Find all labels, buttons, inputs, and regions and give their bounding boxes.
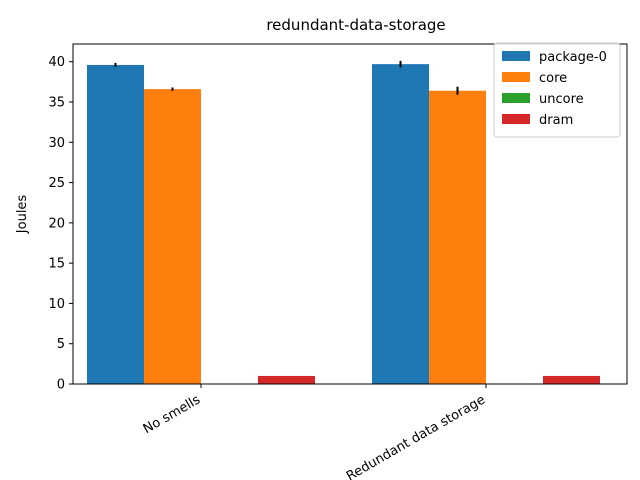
y-tick-label: 10 [48,297,65,312]
legend-swatch-core [502,72,530,82]
x-axis: No smells Redundant data storage [141,384,488,480]
y-tick-label: 5 [57,337,65,352]
y-tick-label: 15 [48,257,65,272]
bar-core-0 [144,89,201,385]
bars-layer [87,64,600,385]
chart-title: redundant-data-storage [266,16,445,34]
plot-frame [72,43,628,385]
errorbars-layer [114,60,459,95]
legend-label-package-0: package-0 [539,50,607,65]
legend-label-uncore: uncore [539,92,584,107]
x-tick-label: No smells [141,392,203,437]
bar-package-0-0 [87,64,144,384]
legend-swatch-uncore [502,93,530,103]
bar-dram-0 [258,375,315,384]
legend-label-core: core [539,71,567,86]
y-tick-label: 25 [48,176,65,191]
bar-package-0-1 [372,64,429,384]
x-tick-label: Redundant data storage [344,392,488,480]
y-tick-label: 35 [48,96,65,111]
bar-dram-1 [543,375,600,384]
legend-label-dram: dram [539,113,573,128]
y-axis: 0 5 10 15 20 25 30 35 40 [48,55,73,393]
y-tick-label: 0 [57,378,65,393]
y-tick-label: 30 [48,136,65,151]
bar-core-1 [429,90,486,384]
y-tick-label: 20 [48,216,65,231]
y-axis-label: Joules [15,195,30,235]
legend: package-0 core uncore dram [493,42,621,138]
legend-swatch-package-0 [502,51,530,61]
legend-box [493,42,621,138]
y-tick-label: 40 [48,55,65,70]
legend-swatch-dram [502,114,530,124]
